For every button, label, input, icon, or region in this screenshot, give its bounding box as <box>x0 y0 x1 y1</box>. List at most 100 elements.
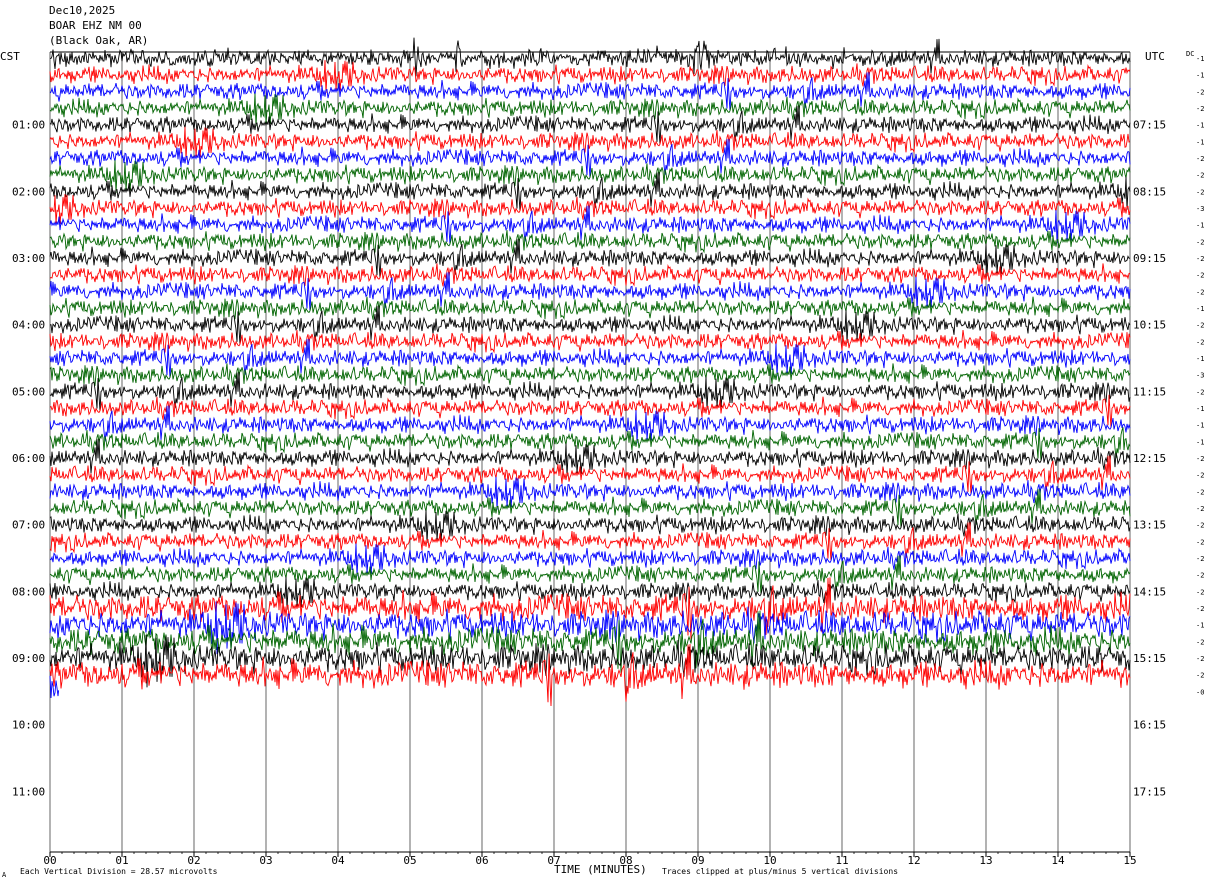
seismic-trace-row-8 <box>49 160 1131 194</box>
seismic-trace-row-28 <box>49 488 1131 528</box>
seismic-trace-row-31 <box>49 543 1131 577</box>
dc-offset-label: DC <box>1186 50 1194 58</box>
dc-offset-value: -1 <box>1196 622 1204 630</box>
dc-offset-value: -2 <box>1196 338 1204 346</box>
dc-offset-value: -3 <box>1196 372 1204 380</box>
dc-offset-value: -2 <box>1196 488 1204 496</box>
seismic-trace-row-33 <box>49 576 1131 610</box>
dc-offset-value: -1 <box>1196 222 1204 230</box>
x-tick-label: 08 <box>619 854 632 867</box>
utc-hour-label: 14:15 <box>1133 585 1166 598</box>
utc-hour-label: 07:15 <box>1133 119 1166 132</box>
seismic-trace-row-30 <box>49 522 1131 561</box>
dc-offset-value: -1 <box>1196 138 1204 146</box>
seismic-trace-row-22 <box>49 394 1131 428</box>
utc-hour-label: 11:15 <box>1133 385 1166 398</box>
seismic-trace-row-4 <box>49 93 1131 127</box>
dc-offset-value: -1 <box>1196 122 1204 130</box>
corner-mark: A <box>2 871 7 879</box>
cst-hour-label: 02:00 <box>12 185 45 198</box>
x-tick-label: 07 <box>547 854 560 867</box>
dc-offset-value: -2 <box>1196 638 1204 646</box>
dc-offset-value: -0 <box>1196 688 1204 696</box>
seismic-trace-row-36 <box>49 610 1131 673</box>
x-tick-label: 06 <box>475 854 488 867</box>
x-tick-label: 12 <box>907 854 920 867</box>
utc-hour-label: 17:15 <box>1133 785 1166 798</box>
dc-offset-value: -1 <box>1196 355 1204 363</box>
dc-offset-value: -2 <box>1196 505 1204 513</box>
seismic-trace-row-32 <box>49 555 1131 595</box>
x-tick-label: 05 <box>403 854 416 867</box>
seismic-trace-row-9 <box>49 172 1131 211</box>
seismic-trace-row-14 <box>49 263 1131 287</box>
x-tick-label: 01 <box>115 854 128 867</box>
seismic-trace-row-16 <box>49 296 1131 320</box>
cst-hour-label: 11:00 <box>12 785 45 798</box>
scale-note: Each Vertical Division = 28.57 microvolt… <box>20 867 218 876</box>
dc-offset-value: -2 <box>1196 588 1204 596</box>
cst-hour-label: 08:00 <box>12 585 45 598</box>
seismic-trace-row-17 <box>49 305 1131 345</box>
x-tick-label: 03 <box>259 854 272 867</box>
dc-offset-value: -2 <box>1196 105 1204 113</box>
seismic-trace-row-6 <box>49 126 1131 160</box>
seismic-trace-row-34 <box>49 577 1131 640</box>
cst-zone-label: CST <box>0 50 20 63</box>
dc-offset-value: -2 <box>1196 572 1204 580</box>
x-tick-label: 00 <box>43 854 56 867</box>
utc-hour-label: 16:15 <box>1133 719 1166 732</box>
seismic-trace-row-38 <box>49 643 1131 707</box>
seismic-trace-row-12 <box>49 230 1131 254</box>
header-station: BOAR EHZ NM 00 <box>49 19 142 32</box>
dc-offset-value: -1 <box>1196 55 1204 63</box>
seismic-trace-row-5 <box>49 105 1131 145</box>
seismic-trace-row-21 <box>49 372 1131 411</box>
dc-offset-value: -1 <box>1196 405 1204 413</box>
header-date: Dec10,2025 <box>49 4 116 17</box>
x-tick-label: 10 <box>763 854 776 867</box>
dc-offset-value: -2 <box>1196 255 1204 263</box>
dc-offset-value: -1 <box>1196 72 1204 80</box>
seismic-trace-row-1 <box>49 37 1131 77</box>
utc-hour-label: 12:15 <box>1133 452 1166 465</box>
cst-hour-label: 01:00 <box>12 119 45 132</box>
x-axis-title: TIME (MINUTES) <box>554 863 647 876</box>
dc-offset-value: -2 <box>1196 322 1204 330</box>
dc-offset-value: -2 <box>1196 388 1204 396</box>
seismic-trace-row-35 <box>49 601 1131 655</box>
dc-offset-value: -2 <box>1196 172 1204 180</box>
dc-offset-value: -1 <box>1196 305 1204 313</box>
seismic-trace-row-25 <box>49 438 1131 477</box>
seismic-trace-row-23 <box>49 405 1131 444</box>
seismic-trace-row-27 <box>49 476 1131 510</box>
seismic-trace-row-2 <box>49 60 1131 94</box>
dc-offset-value: -1 <box>1196 438 1204 446</box>
x-tick-label: 13 <box>979 854 992 867</box>
utc-hour-label: 08:15 <box>1133 185 1166 198</box>
seismic-trace-row-26 <box>49 455 1131 495</box>
axis-labels: CST UTC DC TIME (MINUTES) Each Vertical … <box>0 50 1204 879</box>
cst-hour-label: 05:00 <box>12 385 45 398</box>
x-tick-label: 14 <box>1051 854 1065 867</box>
utc-hour-label: 10:15 <box>1133 319 1166 332</box>
seismic-trace-row-20 <box>49 363 1131 387</box>
x-tick-label: 09 <box>691 854 704 867</box>
seismic-trace-row-37 <box>49 634 1131 688</box>
seismic-trace-row-10 <box>49 194 1131 224</box>
x-tick-label: 15 <box>1123 854 1136 867</box>
cst-hour-label: 03:00 <box>12 252 45 265</box>
dc-offset-value: -2 <box>1196 272 1204 280</box>
x-tick-label: 04 <box>331 854 345 867</box>
seismic-trace-row-24 <box>49 427 1131 461</box>
dc-offset-value: -2 <box>1196 655 1204 663</box>
dc-offset-value: -1 <box>1196 422 1204 430</box>
seismic-trace-row-13 <box>49 238 1131 278</box>
header-location: (Black Oak, AR) <box>49 34 149 47</box>
utc-hour-label: 15:15 <box>1133 652 1166 665</box>
x-tick-label: 02 <box>187 854 200 867</box>
seismic-traces <box>49 37 1131 707</box>
dc-offset-value: -2 <box>1196 538 1204 546</box>
dc-offset-value: -2 <box>1196 555 1204 563</box>
